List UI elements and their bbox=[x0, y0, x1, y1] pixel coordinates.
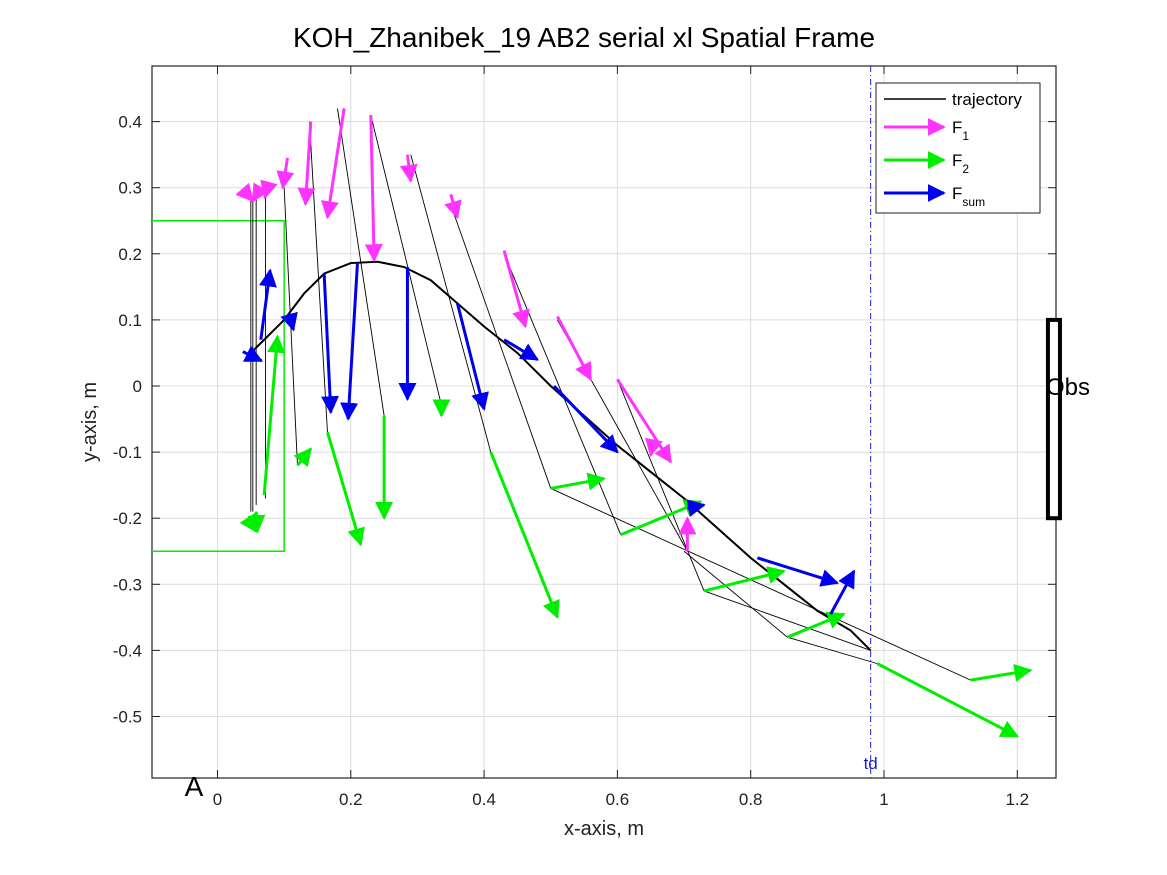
fsum-arrow bbox=[503, 338, 539, 361]
y-tick-label: -0.3 bbox=[113, 575, 142, 594]
f1-arrow bbox=[321, 108, 346, 220]
f1-arrow bbox=[645, 437, 663, 458]
legend-entry-label: trajectory bbox=[952, 90, 1022, 109]
fsum-arrow bbox=[259, 268, 277, 340]
f2-arrow bbox=[489, 451, 560, 620]
x-tick-label: 0.2 bbox=[339, 790, 363, 809]
y-axis-label: y-axis, m bbox=[79, 382, 101, 462]
x-tick-label: 1.2 bbox=[1005, 790, 1029, 809]
td-label: td bbox=[864, 754, 878, 773]
link-line bbox=[309, 121, 328, 433]
annotations bbox=[152, 66, 872, 778]
f1-arrow bbox=[616, 378, 672, 464]
legend-entry-subscript: 2 bbox=[962, 162, 969, 176]
fsum-arrow bbox=[756, 556, 840, 587]
trajectory-series bbox=[250, 260, 872, 652]
f2-arrow bbox=[550, 472, 606, 491]
chart-title: KOH_Zhanibek_19 AB2 serial xl Spatial Fr… bbox=[293, 22, 875, 53]
link-line bbox=[550, 488, 971, 681]
x-tick-label: 0.6 bbox=[606, 790, 630, 809]
x-tick-label: 0.4 bbox=[472, 790, 496, 809]
f2-arrow bbox=[239, 512, 258, 533]
link-line bbox=[453, 213, 552, 489]
y-tick-label: -0.2 bbox=[113, 509, 142, 528]
x-tick-label: 0 bbox=[213, 790, 222, 809]
fsum-arrow bbox=[455, 303, 489, 411]
y-tick-label: -0.5 bbox=[113, 708, 142, 727]
annotations-front: Obs td A bbox=[185, 317, 1090, 802]
f1-arrow bbox=[556, 315, 593, 381]
y-tick-label: -0.1 bbox=[113, 443, 142, 462]
panel-label: A bbox=[185, 771, 204, 802]
link-line bbox=[703, 590, 871, 651]
link-line bbox=[283, 187, 298, 466]
f1-arrow bbox=[399, 154, 418, 183]
f2-arrow bbox=[262, 334, 286, 496]
f1-arrow bbox=[276, 157, 295, 190]
link-line bbox=[616, 379, 705, 592]
axis-ticks: 0 0.2 0.4 0.6 0.8 1 1.2 0.4 0.3 0.2 0.1 0 -0.1 -0.2 -0… bbox=[113, 66, 1056, 809]
link-line bbox=[787, 636, 878, 665]
y-tick-label: 0 bbox=[133, 377, 142, 396]
x-axis-label: x-axis, m bbox=[564, 818, 644, 840]
f1-arrow bbox=[297, 121, 316, 207]
x-tick-label: 1 bbox=[879, 790, 888, 809]
y-tick-label: 0.3 bbox=[118, 179, 142, 198]
y-tick-label: 0.4 bbox=[118, 113, 142, 132]
legend-entry-subscript: 1 bbox=[962, 129, 969, 143]
fsum-arrow bbox=[280, 311, 298, 332]
legend-box bbox=[875, 82, 1041, 214]
fsum-arrow bbox=[321, 273, 340, 415]
y-tick-label: 0.1 bbox=[118, 311, 142, 330]
legend-entry-subscript: sum bbox=[962, 195, 985, 209]
f2-arrow bbox=[293, 447, 312, 468]
fsum-arrow bbox=[829, 569, 856, 615]
f1-arrow bbox=[260, 179, 278, 200]
obstacle-label: Obs bbox=[1046, 374, 1090, 401]
f2-arrow bbox=[876, 662, 1019, 738]
start-region-box bbox=[152, 220, 285, 552]
fsum-arrow bbox=[242, 345, 264, 363]
f2-arrow bbox=[326, 431, 365, 547]
f1-arrow bbox=[251, 182, 269, 203]
y-tick-label: -0.4 bbox=[113, 641, 142, 660]
fsum-arrow bbox=[686, 499, 706, 517]
y-tick-label: 0.2 bbox=[118, 245, 142, 264]
link-line bbox=[683, 550, 788, 638]
f2-arrow bbox=[703, 566, 786, 593]
f2-arrow bbox=[970, 663, 1033, 682]
f1-arrow bbox=[364, 114, 383, 263]
link-lines bbox=[250, 108, 971, 681]
f1-arrow bbox=[235, 182, 255, 203]
force-vectors bbox=[235, 108, 1033, 738]
x-tick-label: 0.8 bbox=[739, 790, 763, 809]
fsum-arrow bbox=[552, 384, 619, 454]
link-line bbox=[370, 114, 442, 403]
obstacle-bar bbox=[1045, 317, 1062, 521]
f2-arrow bbox=[247, 511, 266, 534]
f2-arrow bbox=[786, 611, 846, 639]
fsum-arrow bbox=[340, 262, 359, 421]
f1-arrow bbox=[444, 193, 462, 220]
f1-arrow bbox=[502, 250, 530, 329]
trajectory-line bbox=[250, 260, 872, 652]
